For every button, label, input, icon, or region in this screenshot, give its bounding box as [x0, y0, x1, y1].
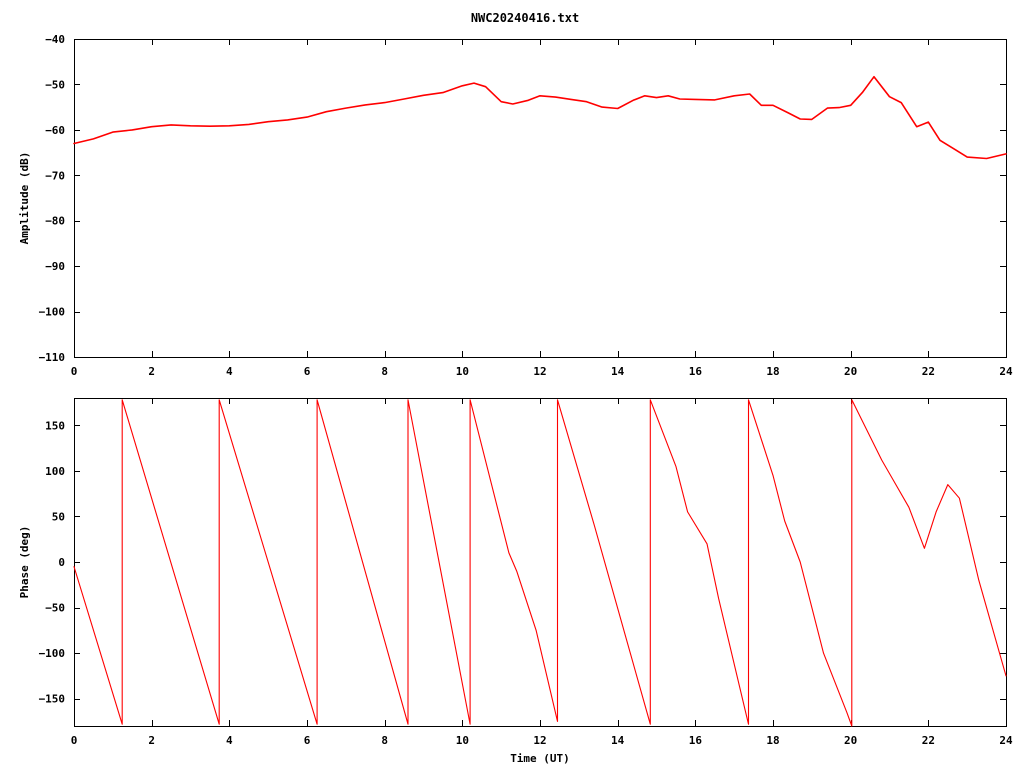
amplitude-xtick-label: 6 — [304, 365, 311, 378]
amplitude-ytick-label: −100 — [39, 306, 66, 319]
amplitude-xtick-label: 20 — [844, 365, 857, 378]
amplitude-xtick-label: 24 — [999, 365, 1013, 378]
phase-xtick-label: 2 — [148, 734, 155, 747]
amplitude-chart: 0 2 4 6 8 10 12 14 16 18 20 22 24−40−50−60−70−80−90−… — [18, 33, 1013, 378]
amplitude-ytick-label: −80 — [45, 215, 65, 228]
amplitude-xtick-label: 10 — [456, 365, 469, 378]
amplitude-ytick-label: −90 — [45, 260, 65, 273]
phase-xtick-label: 10 — [456, 734, 469, 747]
phase-ytick-label: −50 — [45, 602, 65, 615]
phase-ytick-label: 100 — [45, 465, 65, 478]
phase-ytick-label: 150 — [45, 419, 65, 432]
phase-xtick-label: 24 — [999, 734, 1013, 747]
phase-xtick-label: 18 — [766, 734, 779, 747]
phase-xtick-label: 20 — [844, 734, 857, 747]
phase-ytick-label: −100 — [39, 647, 66, 660]
phase-xtick-label: 0 — [71, 734, 78, 747]
phase-xtick-label: 22 — [922, 734, 935, 747]
phase-xtick-label: 4 — [226, 734, 233, 747]
amplitude-xtick-label: 0 — [71, 365, 78, 378]
phase-ytick-label: 50 — [52, 510, 65, 523]
amplitude-series-line — [73, 75, 1007, 160]
amplitude-xtick-label: 8 — [381, 365, 388, 378]
phase-xtick-label: 8 — [381, 734, 388, 747]
amplitude-xtick-label: 22 — [922, 365, 935, 378]
amplitude-ytick-label: −40 — [45, 33, 65, 46]
phase-ytick-label: −150 — [39, 693, 66, 706]
phase-xtick-label: 12 — [533, 734, 546, 747]
amplitude-ytick-label: −110 — [39, 351, 66, 364]
amplitude-ylabel: Amplitude (dB) — [18, 152, 31, 245]
amplitude-ytick-label: −70 — [45, 169, 65, 182]
phase-ytick-label: 0 — [58, 556, 65, 569]
phase-xtick-label: 14 — [611, 734, 625, 747]
amplitude-xtick-label: 4 — [226, 365, 233, 378]
amplitude-ytick-label: −60 — [45, 124, 65, 137]
amplitude-xtick-label: 18 — [766, 365, 779, 378]
phase-xlabel: Time (UT) — [510, 752, 570, 765]
amplitude-xtick-label: 14 — [611, 365, 625, 378]
amplitude-xtick-label: 16 — [689, 365, 703, 378]
phase-chart: 0 2 4 6 8 10 12 14 16 18 20 22 24150100500−50−100−15… — [18, 398, 1013, 765]
phase-ylabel: Phase (deg) — [18, 526, 31, 599]
amplitude-xtick-label: 2 — [148, 365, 155, 378]
phase-series-line — [73, 399, 1007, 727]
amplitude-ytick-label: −50 — [45, 78, 65, 91]
phase-xtick-label: 6 — [304, 734, 311, 747]
chart-title: NWC20240416.txt — [471, 11, 579, 25]
phase-xtick-label: 16 — [689, 734, 703, 747]
phase-plot-frame — [74, 398, 1007, 727]
amplitude-xtick-label: 12 — [533, 365, 546, 378]
